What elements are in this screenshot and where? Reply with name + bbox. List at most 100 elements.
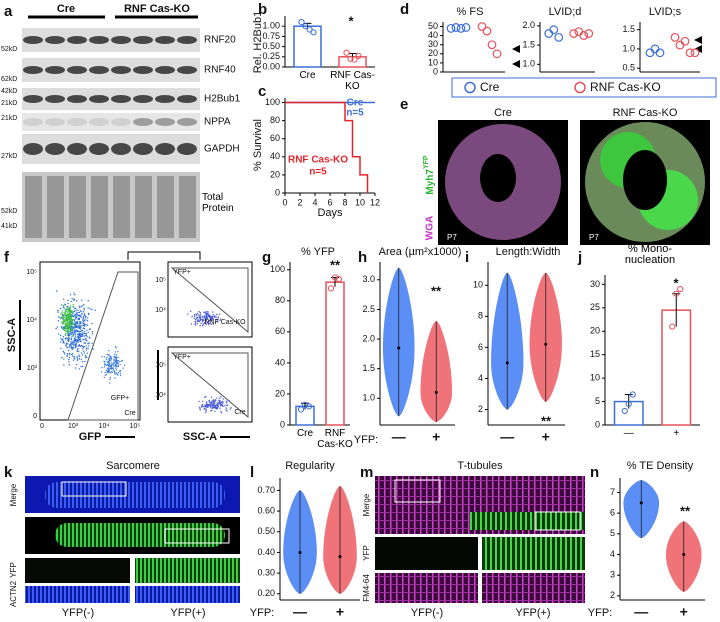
flow-event xyxy=(210,323,213,326)
data-point xyxy=(306,26,313,33)
flow-event xyxy=(68,309,70,312)
group-label: RNF Cas-KO xyxy=(124,3,190,15)
flow-event xyxy=(108,349,110,352)
flow-event xyxy=(109,357,112,360)
flow-event xyxy=(107,360,110,363)
flow-event xyxy=(78,305,80,307)
flow-event xyxy=(115,363,118,365)
y-tick-label: 8 xyxy=(478,311,483,321)
y-tick-label: 40 xyxy=(428,30,438,40)
flow-event xyxy=(71,327,74,329)
flow-event xyxy=(67,329,69,332)
flow-event xyxy=(217,404,219,407)
flow-event xyxy=(75,309,77,312)
flow-event xyxy=(81,335,83,338)
flow-event xyxy=(67,335,70,337)
flow-event xyxy=(115,360,118,363)
blot-band xyxy=(133,95,153,103)
band-label: Total Protein xyxy=(202,192,234,214)
flow-event xyxy=(104,371,106,374)
flow-event xyxy=(75,342,78,345)
blot-band xyxy=(155,143,175,155)
flow-event xyxy=(61,356,63,359)
connector xyxy=(127,251,201,260)
x-tick-label: 10 xyxy=(355,197,365,207)
flow-event xyxy=(84,334,86,337)
flow-event xyxy=(201,403,204,406)
flow-event xyxy=(220,318,222,320)
flow-event xyxy=(187,313,189,315)
violin-median xyxy=(298,550,302,554)
flow-event xyxy=(117,365,119,368)
y-tick-label: 2.5 xyxy=(362,304,375,314)
blot-lane xyxy=(91,176,108,238)
micrograph xyxy=(482,573,585,603)
flow-event xyxy=(70,344,72,347)
y-tick-label: 0.30 xyxy=(257,567,275,577)
flow-event xyxy=(74,336,76,338)
flow-event xyxy=(67,322,69,325)
flow-event xyxy=(204,318,207,321)
flow-event xyxy=(68,334,71,336)
blot-band xyxy=(89,118,109,126)
flow-event xyxy=(214,321,217,324)
flow-frame xyxy=(167,346,253,423)
column-label: YFP(-) xyxy=(62,607,94,619)
flow-event xyxy=(81,305,83,307)
flow-event xyxy=(77,341,79,343)
flow-event xyxy=(75,312,77,314)
blot-band xyxy=(45,118,65,126)
flow-event xyxy=(110,362,113,364)
flow-event xyxy=(206,404,209,406)
flow-event xyxy=(70,314,72,316)
flow-event xyxy=(59,334,62,337)
tick-label: 10⁵ xyxy=(26,269,37,276)
stain-main: Myh7 xyxy=(425,169,436,195)
flow-event xyxy=(103,366,106,368)
blot-band xyxy=(23,118,43,126)
flow-event xyxy=(204,404,206,407)
arrowhead xyxy=(512,45,520,53)
flow-event xyxy=(212,402,215,404)
flow-event xyxy=(73,322,75,325)
significance: ** xyxy=(330,257,341,272)
flow-event xyxy=(71,315,73,318)
flow-event xyxy=(76,331,78,333)
flow-event xyxy=(87,312,90,315)
x-tick-label: RNF Cas-KO xyxy=(317,428,353,450)
blot-band xyxy=(67,66,87,74)
flow-event xyxy=(63,364,65,366)
roi xyxy=(61,481,127,497)
flow-event xyxy=(117,374,119,376)
flow-event xyxy=(87,299,89,302)
flow-event xyxy=(63,316,66,319)
series-n: n=5 xyxy=(346,108,364,119)
panel-letter: j xyxy=(577,249,582,266)
flow-event xyxy=(71,343,73,346)
flow-event xyxy=(72,334,74,337)
panel-letter: m xyxy=(360,464,373,481)
flow-event xyxy=(64,318,66,321)
gate-label: YFP+ xyxy=(173,269,191,276)
data-point xyxy=(685,48,695,58)
column-label: RNF Cas-KO xyxy=(613,107,678,119)
flow-event xyxy=(81,361,84,363)
flow-event xyxy=(202,323,204,325)
chart-title: Area (µm²x1000) xyxy=(379,246,462,258)
flow-event xyxy=(83,307,85,310)
flow-event xyxy=(80,316,82,318)
flow-event xyxy=(226,402,228,404)
micrograph xyxy=(375,537,478,570)
flow-event xyxy=(224,405,226,407)
x-tick-label: 6 xyxy=(327,197,332,207)
flow-event xyxy=(79,335,82,337)
flow-event xyxy=(108,353,110,356)
flow-event xyxy=(212,317,214,320)
flow-event xyxy=(88,342,90,344)
flow-event xyxy=(82,338,84,341)
x-tick-label: — xyxy=(634,604,648,620)
flow-event xyxy=(63,305,65,307)
flow-event xyxy=(111,364,113,366)
flow-event xyxy=(81,354,84,356)
flow-event xyxy=(72,347,75,349)
